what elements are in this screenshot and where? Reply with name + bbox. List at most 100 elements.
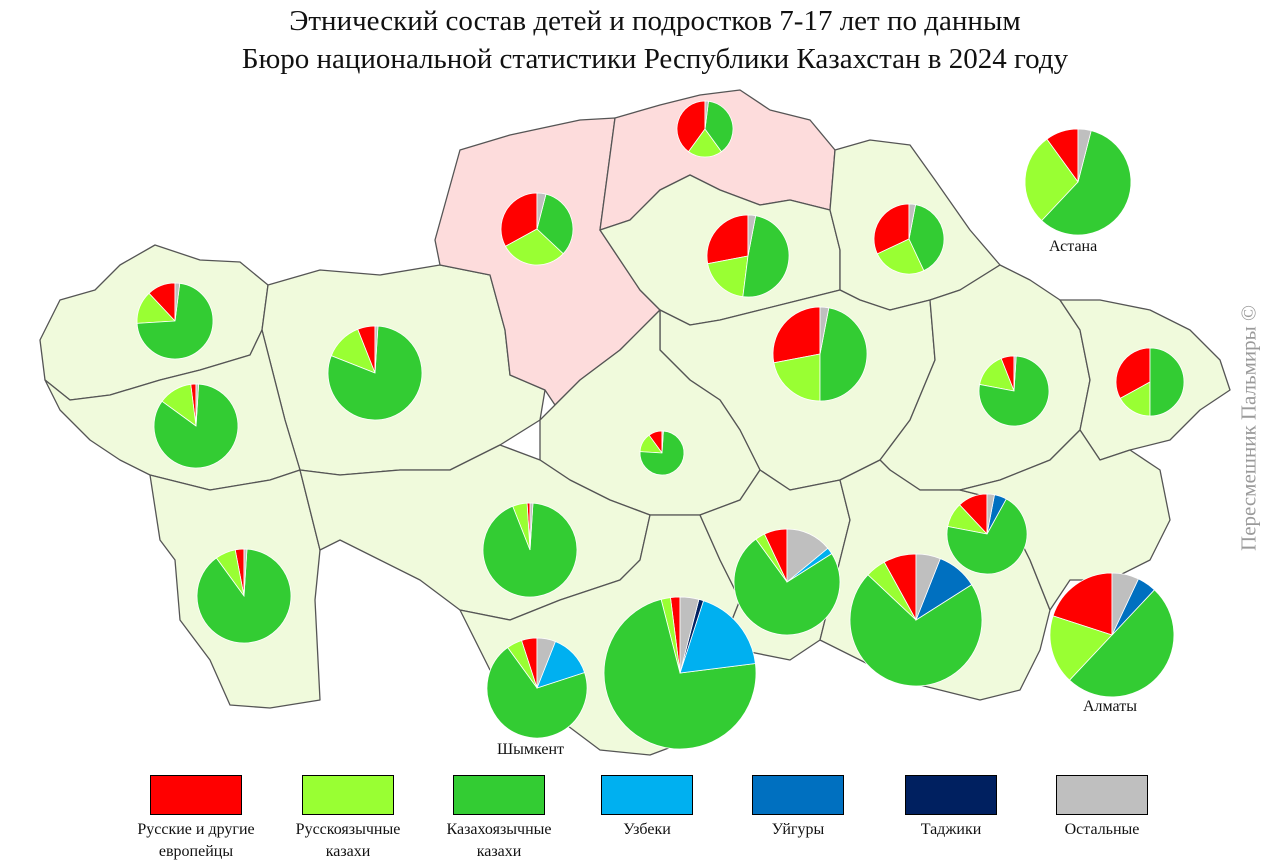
legend-swatch-uzbeks — [601, 775, 693, 815]
pie-slice-almaty-kaz_kazakhs — [1068, 589, 1175, 698]
city-label-shymkent: Шымкент — [497, 741, 565, 758]
pie-slice-zhetysu-others — [986, 493, 995, 535]
pie-slice-mangystau-others — [243, 548, 248, 597]
pie-slice-pavlodar-rus_kazakhs — [876, 238, 925, 275]
pie-shymkent — [486, 637, 588, 739]
pie-slice-aktobe-others — [374, 325, 379, 374]
map-title: Этнический состав детей и подростков 7-1… — [0, 2, 1280, 78]
legend-item-kaz-kazakhs: Казахоязычные казахи — [424, 775, 574, 863]
pie-slice-kostanay-russians — [500, 192, 538, 247]
pie-turkestan — [603, 596, 757, 750]
pie-akmola — [706, 214, 790, 298]
pie-abai — [978, 355, 1050, 427]
pie-slice-pavlodar-others — [908, 203, 917, 240]
pie-slice-north-kazakhstan-others — [704, 100, 709, 130]
pie-slice-zhambyl-others — [786, 528, 829, 583]
pie-slice-mangystau-kaz_kazakhs — [196, 548, 292, 644]
pie-slice-kostanay-kaz_kazakhs — [536, 193, 574, 255]
map-title-line2: Бюро национальной статистики Республики … — [241, 43, 1069, 75]
legend-item-uzbeks: Узбеки — [572, 775, 722, 841]
pie-atyrau — [153, 383, 239, 469]
pie-slice-atyrau-others — [195, 383, 200, 427]
legend-label-tajiks: Таджики — [920, 821, 982, 838]
pie-slice-karaganda-kaz_kazakhs — [819, 307, 868, 402]
legend-swatch-rus-kazakhs — [302, 775, 394, 815]
pie-slice-ulytau-kaz_kazakhs — [639, 430, 685, 476]
pie-aktobe — [327, 325, 423, 421]
legend-item-uyghurs: Уйгуры — [723, 775, 873, 841]
pie-slice-astana-others — [1077, 128, 1092, 183]
pie-slice-karaganda-others — [819, 306, 830, 355]
legend-swatch-tajiks — [905, 775, 997, 815]
legend-swatch-russians — [150, 775, 242, 815]
pie-slice-turkestan-uzbeks — [679, 600, 756, 674]
pie-slice-almaty-others — [1111, 572, 1139, 636]
pie-slice-north-kazakhstan-russians — [676, 100, 706, 153]
pie-slice-zhambyl-kaz_kazakhs — [733, 538, 841, 636]
pie-slice-abai-others — [1013, 355, 1017, 392]
pie-slice-kyzylorda-others — [529, 502, 534, 551]
pie-pavlodar — [873, 203, 945, 275]
watermark: Пересмешник Пальмиры © — [1236, 305, 1261, 551]
pie-slice-west-kazakhstan-others — [174, 282, 181, 322]
pie-slice-abai-kaz_kazakhs — [978, 355, 1050, 427]
pie-slice-akmola-kaz_kazakhs — [742, 215, 790, 298]
pie-slice-akmola-russians — [706, 214, 749, 265]
legend-label-uyghurs: Уйгуры — [771, 821, 825, 838]
legend-label-russians: Русские и другие европейцы — [137, 821, 255, 860]
pie-slice-turkestan-kaz_kazakhs — [603, 598, 757, 750]
pie-ulytau — [639, 430, 685, 476]
legend-swatch-uyghurs — [752, 775, 844, 815]
pie-west-kazakhstan — [136, 282, 214, 360]
pie-slice-karaganda-rus_kazakhs — [773, 353, 821, 402]
pie-slice-pavlodar-russians — [873, 203, 910, 255]
pie-slice-almaty-region-kaz_kazakhs — [849, 574, 983, 687]
pie-astana — [1024, 128, 1132, 236]
pie-slice-kyzylorda-kaz_kazakhs — [482, 502, 578, 598]
pie-slice-ulytau-others — [661, 430, 664, 454]
region-zhetysu — [959, 429, 1171, 611]
legend-label-others: Остальные — [1064, 821, 1140, 838]
pie-slice-kostanay-others — [536, 192, 547, 230]
pie-slice-shymkent-kaz_kazakhs — [486, 646, 588, 739]
pie-slice-karaganda-russians — [772, 306, 821, 364]
pie-almaty-region — [849, 553, 983, 687]
pie-slice-turkestan-others — [679, 596, 700, 674]
legend-swatch-others — [1056, 775, 1148, 815]
legend-label-uzbeks: Узбеки — [623, 821, 671, 838]
pie-slice-almaty-russians — [1052, 572, 1113, 636]
pie-slice-zhetysu-kaz_kazakhs — [946, 498, 1028, 575]
pie-slice-north-kazakhstan-kaz_kazakhs — [704, 100, 734, 153]
pie-slice-pavlodar-kaz_kazakhs — [908, 204, 945, 272]
pie-kyzylorda — [482, 502, 578, 598]
city-label-almaty: Алматы — [1083, 698, 1137, 715]
legend-label-rus-kazakhs: Русскоязычные казахи — [295, 821, 401, 860]
pies-layer — [136, 100, 1185, 750]
pie-slice-kostanay-rus_kazakhs — [504, 228, 564, 266]
pie-slice-almaty-region-others — [915, 553, 941, 621]
legend-item-tajiks: Таджики — [876, 775, 1026, 841]
legend-swatch-kaz-kazakhs — [453, 775, 545, 815]
legend-item-rus-kazakhs: Русскоязычные казахи — [273, 775, 423, 863]
pie-slice-aktobe-kaz_kazakhs — [327, 325, 423, 421]
legend-label-kaz-kazakhs: Казахоязычные казахи — [446, 821, 552, 860]
pie-mangystau — [196, 548, 292, 644]
pie-slice-east-kazakhstan-russians — [1115, 347, 1151, 399]
pie-slice-akmola-others — [747, 214, 757, 257]
pie-kostanay — [500, 192, 574, 266]
pie-zhetysu — [946, 493, 1028, 575]
pie-north-kazakhstan — [676, 100, 734, 158]
pie-zhambyl — [733, 528, 841, 636]
pie-slice-astana-kaz_kazakhs — [1041, 130, 1132, 236]
map-title-line1: Этнический состав детей и подростков 7-1… — [289, 5, 1021, 37]
pie-slice-east-kazakhstan-kaz_kazakhs — [1149, 347, 1185, 417]
legend-item-russians: Русские и другие европейцы — [121, 775, 271, 863]
legend-item-others: Остальные — [1027, 775, 1177, 841]
pie-east-kazakhstan — [1115, 347, 1185, 417]
city-label-astana: Астана — [1049, 238, 1098, 255]
pie-karaganda — [772, 306, 868, 402]
pie-slice-west-kazakhstan-kaz_kazakhs — [136, 282, 214, 360]
pie-slice-shymkent-others — [536, 637, 556, 689]
pie-slice-almaty-rus_kazakhs — [1049, 615, 1113, 681]
